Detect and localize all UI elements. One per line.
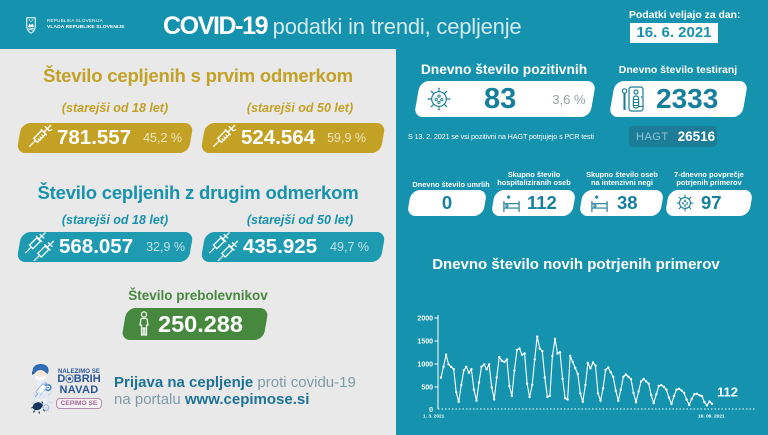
- svg-text:0: 0: [429, 407, 433, 414]
- svg-text:2000: 2000: [417, 316, 433, 323]
- svg-text:500: 500: [421, 385, 433, 392]
- svg-text:112: 112: [717, 385, 738, 400]
- svg-text:1000: 1000: [417, 362, 433, 369]
- svg-text:1. 3. 2021: 1. 3. 2021: [423, 414, 445, 420]
- svg-text:16. 06. 2021: 16. 06. 2021: [698, 414, 725, 420]
- svg-text:1500: 1500: [417, 339, 433, 346]
